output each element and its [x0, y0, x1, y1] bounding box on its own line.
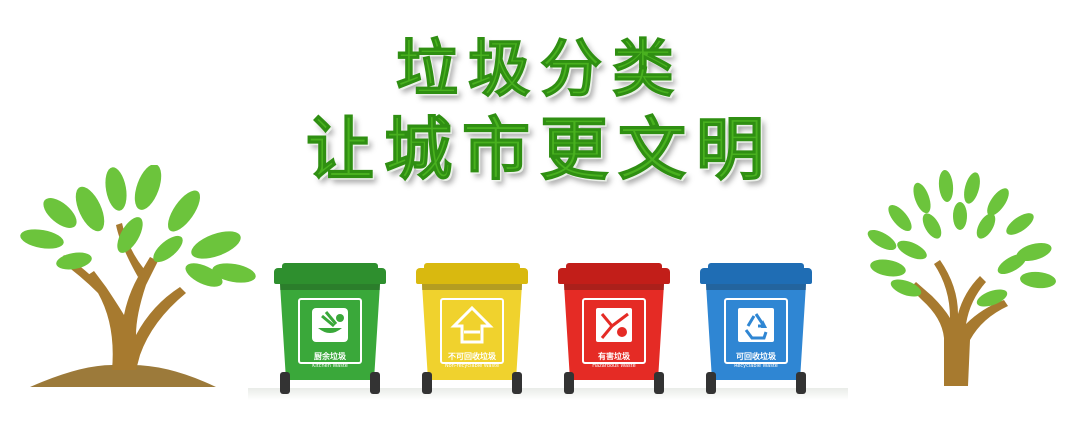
- bin-wheel-right: [512, 372, 522, 394]
- bin-lid: [558, 268, 670, 284]
- bin-lid-top: [282, 263, 378, 271]
- bin-wheel-right: [654, 372, 664, 394]
- left-tree-leaves: [20, 165, 256, 287]
- bin-wheel-right: [796, 372, 806, 394]
- headline-line-2: 让城市更文明: [305, 111, 774, 191]
- non-recyclable-bin: 不可回收垃圾 Non-recyclable Waste: [416, 263, 528, 394]
- bin-lid-top: [708, 263, 804, 271]
- bin-label-frame: [582, 298, 646, 364]
- bin-label-frame: [724, 298, 788, 364]
- bin-wheel-left: [706, 372, 716, 394]
- bin-rim: [564, 284, 664, 290]
- bin-label-english: Non-recyclable Waste: [444, 363, 500, 369]
- bins-floor-shadow: [248, 388, 848, 400]
- bin-lid-top: [424, 263, 520, 271]
- hazardous-waste-bin: 有害垃圾 Hazardous Waste: [558, 263, 670, 394]
- recyclable-bin: 可回收垃圾 Recyclable Waste: [700, 263, 812, 394]
- bin-label-english: Kitchen Waste: [312, 363, 348, 369]
- right-tree-leaves: [867, 170, 1056, 307]
- kitchen-waste-bin: 厨余垃圾 Kitchen Waste: [274, 263, 386, 394]
- bin-label-frame: [298, 298, 362, 364]
- bin-wheel-left: [564, 372, 574, 394]
- bin-label: 可回收垃圾: [736, 352, 776, 361]
- bin-label: 厨余垃圾: [314, 352, 346, 361]
- bin-label-frame: [440, 298, 504, 364]
- left-tree-illustration: [20, 165, 256, 387]
- bin-rim: [422, 284, 522, 290]
- bin-lid: [274, 268, 386, 284]
- bin-lid: [700, 268, 812, 284]
- kitchen-waste-icon: [312, 308, 348, 342]
- right-tree-illustration: [867, 170, 1056, 386]
- hazardous-icon: [596, 308, 632, 342]
- bin-wheel-left: [422, 372, 432, 394]
- bin-label-english: Hazardous Waste: [592, 363, 636, 369]
- bin-rim: [280, 284, 380, 290]
- bin-label: 有害垃圾: [598, 352, 630, 361]
- non-recyclable-icon: [450, 305, 494, 344]
- bin-label: 不可回收垃圾: [448, 352, 496, 361]
- bin-rim: [706, 284, 806, 290]
- right-tree-trunk: [910, 260, 1008, 386]
- bin-wheel-right: [370, 372, 380, 394]
- bin-wheel-left: [280, 372, 290, 394]
- recycle-icon: [738, 308, 774, 342]
- bin-lid: [416, 268, 528, 284]
- bin-label-english: Recyclable Waste: [734, 363, 778, 369]
- bin-lid-top: [566, 263, 662, 271]
- headline-line-1: 垃圾分类: [395, 32, 684, 106]
